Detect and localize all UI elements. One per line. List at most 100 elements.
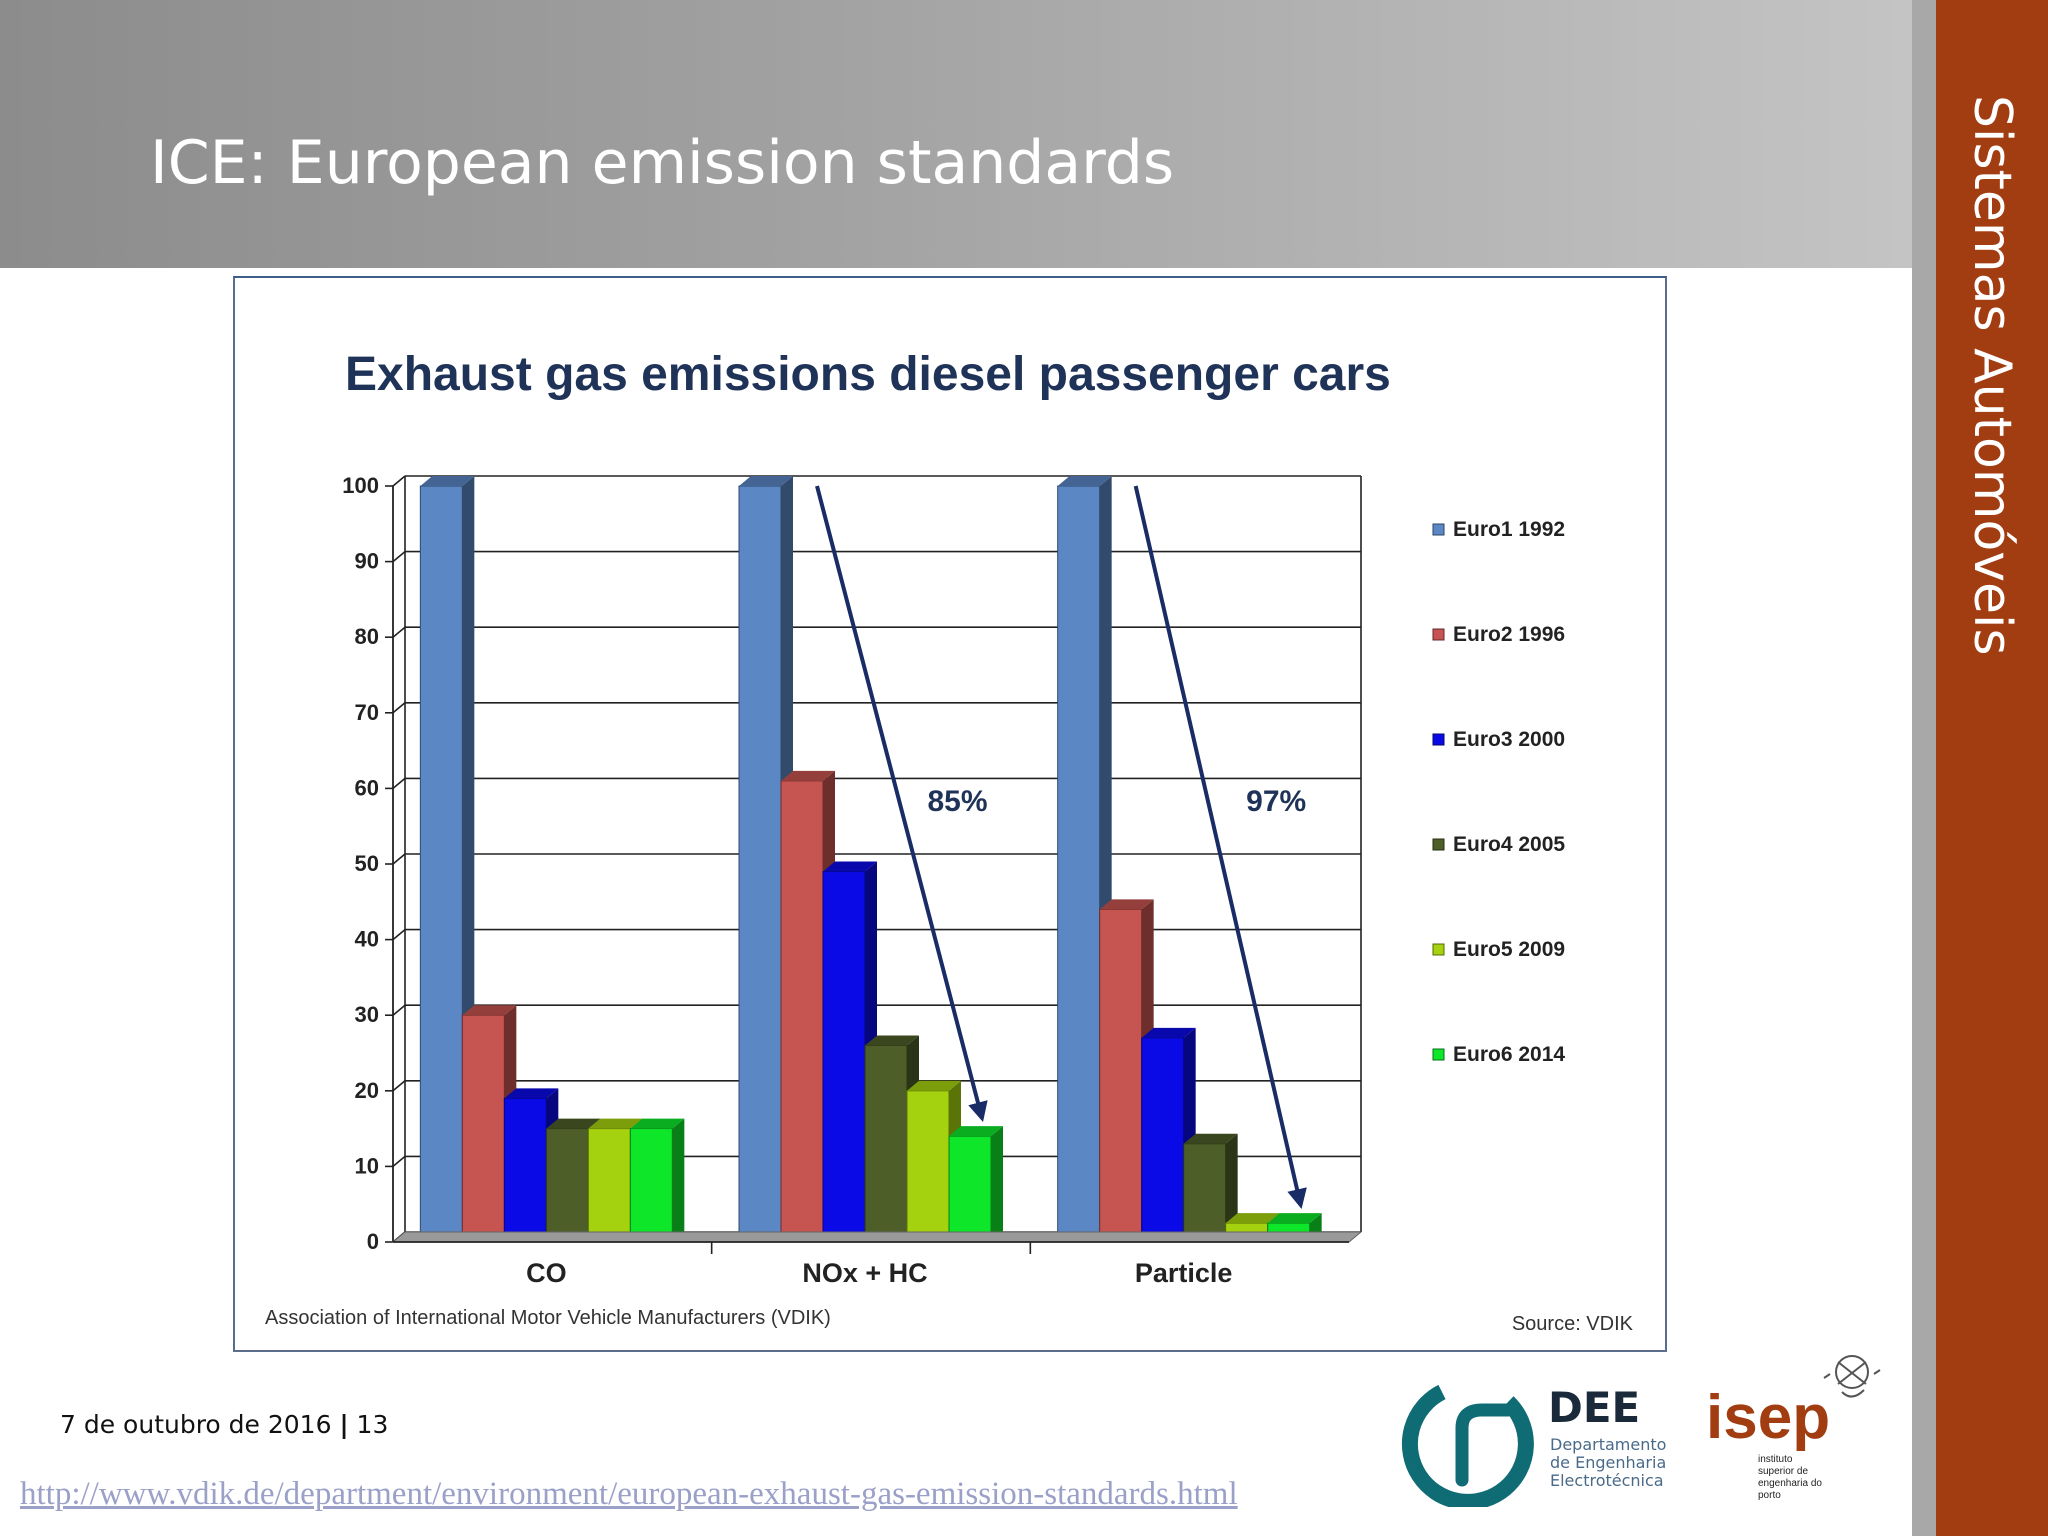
y-tick-label: 90 <box>355 549 379 574</box>
chart-floor <box>391 1231 1363 1243</box>
bar-side <box>1225 1133 1238 1242</box>
gridline-depth <box>392 777 406 790</box>
bar-side <box>991 1126 1003 1242</box>
bar-front <box>587 1128 631 1243</box>
bar-top <box>781 770 835 781</box>
footer-date: 7 de outubro de 2016 | 13 <box>60 1410 388 1439</box>
bar-front <box>419 485 463 1243</box>
bar-top <box>1057 476 1112 486</box>
legend-label: Euro3 2000 <box>1453 728 1565 751</box>
legend-swatch <box>1432 628 1445 641</box>
isep-crest-icon <box>1823 1355 1881 1398</box>
bar-top <box>462 1005 517 1016</box>
reduction-arrow <box>1133 485 1307 1209</box>
isep-line2: superior de <box>1758 1466 1808 1477</box>
y-tick-label: 50 <box>355 851 379 876</box>
dee-logo: DEE Departamento de Engenharia Electroté… <box>1401 1383 1666 1507</box>
y-tick-label: 40 <box>355 927 379 952</box>
side-label: Sistemas Automóveis <box>1962 95 2022 656</box>
chart-footnote-left: Association of International Motor Vehic… <box>265 1307 831 1329</box>
legend-swatch <box>1432 943 1445 956</box>
legend-label: Euro4 2005 <box>1453 833 1565 856</box>
y-tick-label: 60 <box>355 775 379 800</box>
bar-side <box>672 1118 685 1242</box>
bar <box>629 1118 685 1243</box>
bar <box>1183 1133 1238 1243</box>
bar-top <box>630 1118 685 1129</box>
bar-top <box>504 1088 559 1099</box>
isep-logo: isep instituto superior de engenharia do… <box>1706 1355 1881 1501</box>
gridline-depth <box>392 928 406 941</box>
page-number: 13 <box>356 1410 389 1439</box>
header-bar: ICE: European emission standards <box>0 0 1912 268</box>
y-tick-label: 100 <box>342 473 379 498</box>
gridline-depth <box>392 1004 406 1016</box>
reduction-label: 85% <box>927 785 987 818</box>
chart-frame: Exhaust gas emissions diesel passenger c… <box>233 276 1667 1352</box>
slide-title: ICE: European emission standards <box>150 128 1175 198</box>
y-tick-label: 0 <box>367 1229 379 1254</box>
legend-swatch <box>1432 733 1445 746</box>
gridline-depth <box>392 626 406 638</box>
bar-top <box>865 1035 919 1046</box>
dee-line3: Electrotécnica <box>1550 1471 1664 1490</box>
source-link[interactable]: http://www.vdik.de/department/environmen… <box>20 1476 1238 1512</box>
chart-legend: Euro1 1992 Euro2 1996 Euro3 2000 Euro4 2005… <box>1432 518 1565 1066</box>
x-category-label: NOx + HC <box>802 1258 927 1288</box>
bar-front <box>738 485 782 1243</box>
dee-line1: Departamento <box>1550 1435 1666 1454</box>
bar-top <box>739 476 793 486</box>
y-tick-label: 10 <box>355 1153 379 1178</box>
bar-front <box>1183 1143 1227 1243</box>
gridline-depth <box>392 475 406 487</box>
bar-front <box>906 1090 950 1243</box>
gridline-depth <box>392 853 406 865</box>
bar-top <box>949 1126 1003 1137</box>
bar-front <box>545 1128 589 1243</box>
y-tick-label: 80 <box>355 624 379 649</box>
date-separator: | <box>339 1410 349 1439</box>
legend-label: Euro5 2009 <box>1453 938 1565 961</box>
bar-front <box>1057 485 1101 1243</box>
y-tick-label: 70 <box>355 700 379 725</box>
gridline-depth <box>392 1155 406 1168</box>
bar-front <box>1099 908 1143 1243</box>
dee-name: DEE <box>1548 1383 1640 1432</box>
dee-line2: de Engenharia <box>1550 1453 1666 1472</box>
dee-emblem-icon <box>1401 1384 1534 1507</box>
legend-label: Euro1 1992 <box>1453 518 1565 541</box>
chart-axes: 0 10 20 30 40 50 60 70 80 90 100 CO NOx + HC Particle <box>342 473 1363 1288</box>
bar-top <box>907 1080 961 1091</box>
bar-chart: Exhaust gas emissions diesel passenger c… <box>265 348 1634 1335</box>
legend-label: Euro2 1996 <box>1453 623 1565 646</box>
reduction-label: 97% <box>1246 785 1306 818</box>
side-divider <box>1912 0 1936 1536</box>
legend-label: Euro6 2014 <box>1453 1043 1565 1066</box>
legend-swatch <box>1432 1048 1445 1061</box>
bar <box>738 476 793 1243</box>
bar-top <box>1141 1027 1196 1038</box>
gridline-depth <box>392 702 406 714</box>
bar-front <box>822 871 866 1243</box>
bar-top <box>1225 1213 1280 1224</box>
isep-line3: engenharia do <box>1758 1478 1822 1489</box>
y-tick-label: 20 <box>355 1078 379 1103</box>
bar <box>948 1126 1003 1243</box>
bar-front <box>864 1044 908 1243</box>
isep-line4: porto <box>1758 1490 1781 1501</box>
chart-annotations: 85% 97% <box>815 485 1307 1209</box>
bar-top <box>588 1118 643 1129</box>
bar-front <box>948 1135 992 1243</box>
bar-front <box>461 1014 505 1243</box>
gridline-depth <box>392 550 406 563</box>
bar-top <box>546 1118 601 1129</box>
chart-bars <box>419 476 1322 1243</box>
x-category-label: Particle <box>1135 1258 1233 1288</box>
y-tick-label: 30 <box>355 1002 379 1027</box>
bar-front <box>1141 1037 1185 1243</box>
chart-title: Exhaust gas emissions diesel passenger c… <box>345 348 1391 401</box>
gridline-depth <box>392 1080 406 1092</box>
bar-front <box>780 780 824 1243</box>
chart-footnote-right: Source: VDIK <box>1512 1313 1634 1335</box>
bar-top <box>1099 899 1154 910</box>
